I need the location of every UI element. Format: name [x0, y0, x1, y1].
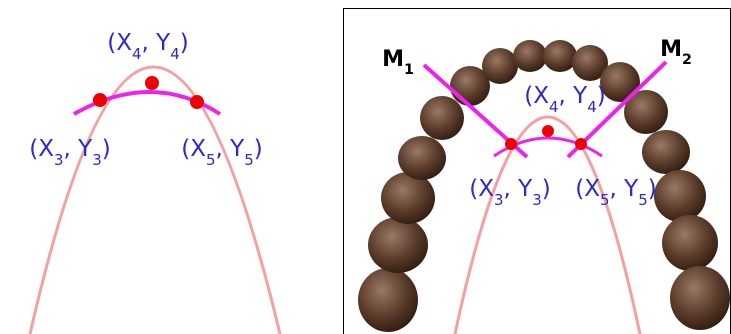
subscript: 5 — [206, 151, 216, 169]
left-panel: (X4, Y4) (X3, Y3) (X5, Y5) — [29, 30, 280, 334]
label-text: (X — [181, 136, 206, 162]
label-text: ) — [597, 83, 606, 109]
label-text: (X — [29, 136, 54, 162]
tooth — [358, 268, 418, 332]
label-text: ) — [254, 136, 263, 162]
point — [575, 138, 587, 150]
label-text: , Y — [216, 136, 246, 162]
tooth — [543, 40, 577, 72]
label-text: (X — [524, 83, 549, 109]
label-text: M — [660, 37, 682, 62]
subscript: 5 — [638, 191, 648, 209]
label-text: , Y — [142, 30, 172, 56]
tooth — [398, 136, 446, 180]
point — [542, 125, 554, 137]
subscript: 4 — [132, 45, 142, 63]
subscript: 3 — [54, 151, 64, 169]
subscript: 4 — [549, 98, 559, 116]
label-text: , Y — [610, 176, 640, 202]
label-text: M — [382, 47, 404, 72]
tooth — [662, 215, 718, 271]
tooth — [642, 130, 690, 174]
label-text: , Y — [559, 83, 589, 109]
label-text: ) — [648, 176, 657, 202]
point — [190, 95, 204, 109]
right-panel: M1 M2 (X4, Y4) (X3, Y3) (X5, Y5) — [344, 9, 731, 334]
label-text: (X — [107, 30, 132, 56]
label-text: (X — [469, 176, 494, 202]
subscript: 3 — [494, 191, 504, 209]
subscript: 1 — [404, 62, 414, 78]
parabola — [30, 67, 280, 334]
tooth — [368, 217, 428, 273]
point-label: (X3, Y3) — [29, 136, 110, 169]
subscript: 5 — [600, 191, 610, 209]
point — [145, 76, 159, 90]
label-text: , Y — [64, 136, 94, 162]
label-text: ) — [180, 30, 189, 56]
tooth — [654, 170, 706, 222]
subscript: 3 — [92, 151, 102, 169]
label-text: , Y — [504, 176, 534, 202]
figure: (X4, Y4) (X3, Y3) (X5, Y5) — [0, 0, 731, 334]
tooth — [482, 48, 518, 84]
tooth — [670, 266, 730, 330]
label-text: (X — [575, 176, 600, 202]
point — [505, 138, 517, 150]
subscript: 3 — [532, 191, 542, 209]
subscript: 4 — [170, 45, 180, 63]
point — [93, 93, 107, 107]
subscript: 5 — [244, 151, 254, 169]
page: (X4, Y4) (X3, Y3) (X5, Y5) — [0, 0, 731, 334]
label-text: ) — [102, 136, 111, 162]
point-label: (X5, Y5) — [181, 136, 262, 169]
subscript: 4 — [587, 98, 597, 116]
label-text: ) — [542, 176, 551, 202]
subscript: 2 — [682, 52, 692, 68]
tooth — [381, 172, 435, 224]
tooth — [420, 96, 464, 140]
point-label: (X4, Y4) — [107, 30, 188, 63]
tooth — [513, 40, 547, 72]
